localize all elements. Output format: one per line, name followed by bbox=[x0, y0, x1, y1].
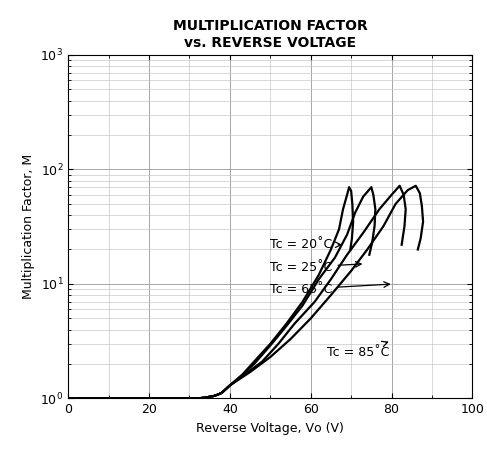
Text: Tc = 85˚C: Tc = 85˚C bbox=[327, 341, 389, 360]
Title: MULTIPLICATION FACTOR
vs. REVERSE VOLTAGE: MULTIPLICATION FACTOR vs. REVERSE VOLTAG… bbox=[173, 19, 368, 49]
Text: Tc = 25˚C: Tc = 25˚C bbox=[270, 261, 361, 274]
Text: Tc = 65˚C: Tc = 65˚C bbox=[270, 282, 390, 296]
Y-axis label: Multiplication Factor, M: Multiplication Factor, M bbox=[22, 154, 35, 299]
X-axis label: Reverse Voltage, Vᴏ (V): Reverse Voltage, Vᴏ (V) bbox=[196, 422, 344, 435]
Text: Tc = 20˚C: Tc = 20˚C bbox=[270, 238, 341, 251]
